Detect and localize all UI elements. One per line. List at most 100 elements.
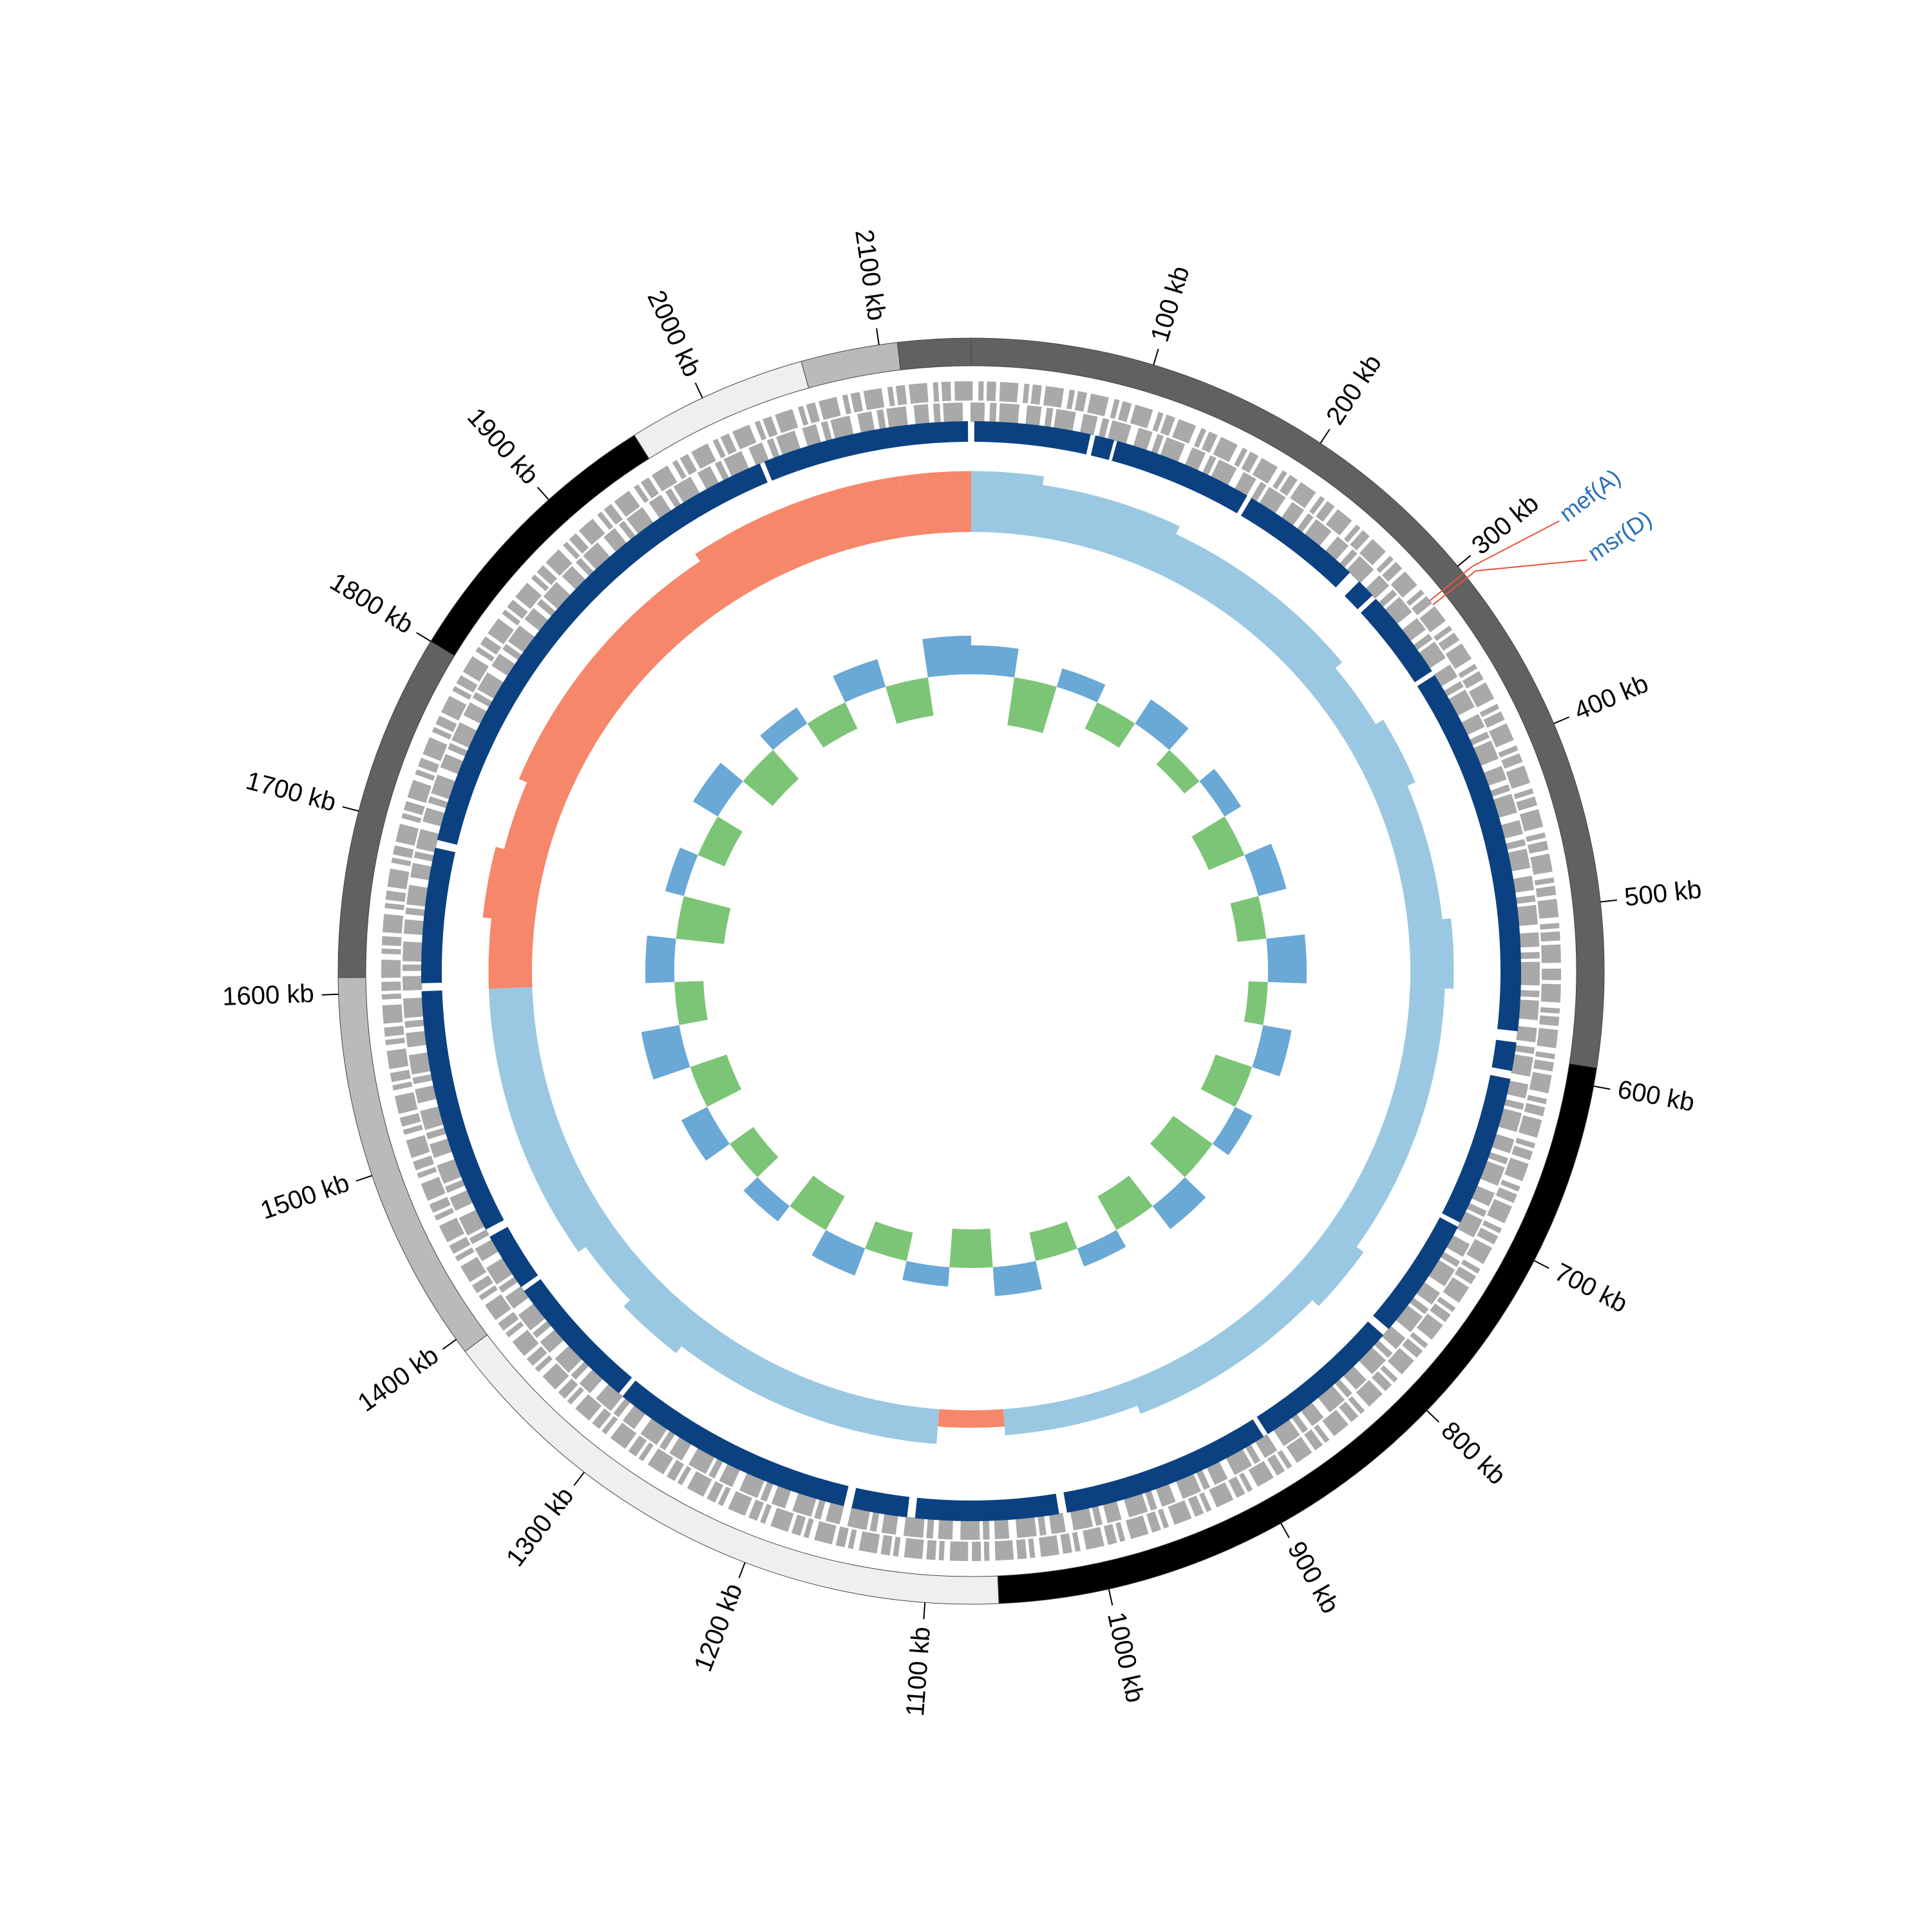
- skew-bar: [489, 987, 540, 1059]
- gc-bar: [1199, 768, 1242, 817]
- gc-bar: [1152, 1177, 1206, 1229]
- skew-bar: [1097, 500, 1180, 574]
- skew-bar: [1035, 485, 1113, 551]
- block-segment: [421, 990, 504, 1230]
- gc-bar: [1029, 1221, 1077, 1261]
- gc-bar: [886, 677, 934, 724]
- block-segment: [1417, 675, 1521, 1032]
- gc-bar: [865, 1221, 913, 1261]
- skew-bar: [938, 1409, 1005, 1428]
- block-segment: [489, 1227, 538, 1287]
- tick-label: 1500 kb: [257, 1169, 353, 1226]
- gc-bar: [1077, 1230, 1126, 1267]
- tick-label: 1800 kb: [325, 567, 418, 639]
- tick-mark: [1533, 1260, 1549, 1269]
- skew-bar: [1346, 719, 1416, 800]
- gc-bar: [645, 935, 676, 983]
- tick-label: 800 kb: [1435, 1416, 1511, 1490]
- tick-label: 2100 kb: [849, 227, 891, 322]
- skew-bar: [518, 715, 596, 800]
- skew-bar: [623, 1276, 703, 1354]
- skew-bar: [1361, 1113, 1420, 1188]
- skew-bar: [1387, 1050, 1437, 1124]
- block-segment: [1492, 1039, 1517, 1072]
- skew-bar: [1375, 786, 1430, 860]
- skew-bar: [488, 918, 535, 989]
- tick-label: 600 kb: [1615, 1075, 1696, 1117]
- skew-bar: [482, 847, 547, 923]
- tick-mark: [342, 806, 359, 812]
- gc-bar: [1135, 699, 1189, 750]
- tick-label: 1000 kb: [1102, 1609, 1150, 1705]
- skew-bar: [971, 471, 1045, 537]
- gc-bar: [676, 896, 731, 944]
- gc-bar: [697, 816, 743, 867]
- block-segment: [974, 421, 1091, 455]
- block-segment: [851, 1488, 910, 1518]
- tick-mark: [1457, 554, 1472, 567]
- gc-bar: [730, 1127, 779, 1177]
- tick-label: 1700 kb: [243, 766, 339, 817]
- gc-bar: [681, 1106, 730, 1161]
- skew-bar: [1213, 568, 1294, 645]
- tick-label: 2000 kb: [641, 286, 706, 381]
- gc-bar: [1007, 677, 1057, 734]
- skew-bar: [1264, 611, 1343, 690]
- tick-label: 1900 kb: [462, 402, 544, 489]
- tick-mark: [573, 1472, 585, 1486]
- gc-bar: [1200, 1054, 1253, 1107]
- skew-bar: [802, 1381, 876, 1434]
- gc-bar: [641, 1025, 690, 1080]
- gc-bar: [807, 702, 858, 748]
- gc-bar: [674, 981, 708, 1025]
- skew-bar: [593, 605, 678, 690]
- gc-bar: [693, 762, 743, 817]
- cds-reverse-track: [402, 402, 1540, 1540]
- tick-mark: [923, 1602, 926, 1620]
- gc-bar: [833, 659, 886, 703]
- skew-bar: [514, 1113, 581, 1192]
- tick-mark: [536, 486, 549, 500]
- gc-bar: [1252, 1025, 1292, 1077]
- block-segment: [1373, 1217, 1459, 1329]
- tick-mark: [1600, 899, 1618, 903]
- gc-bar: [811, 1230, 866, 1276]
- skew-bar: [759, 492, 845, 574]
- gc-bar: [665, 847, 698, 896]
- gc-bar: [1244, 844, 1287, 896]
- block-segment: [1442, 1075, 1511, 1223]
- tick-mark: [1280, 1522, 1290, 1539]
- block-segment: [1240, 498, 1350, 588]
- tick-mark: [876, 328, 880, 345]
- feature-line: [1432, 559, 1587, 606]
- gc-bar: [1084, 702, 1135, 748]
- skew-bar: [643, 561, 729, 645]
- block-segment: [914, 1493, 1059, 1521]
- tick-mark: [1320, 428, 1331, 444]
- tick-mark: [355, 1175, 372, 1182]
- skew-bar: [1186, 1318, 1261, 1385]
- block-segment: [1360, 598, 1432, 683]
- tick-mark: [321, 993, 339, 996]
- tick-mark: [1593, 1085, 1611, 1090]
- skew-bar: [1287, 1226, 1364, 1307]
- skew-bar: [739, 1354, 815, 1414]
- skew-bar: [681, 1318, 757, 1385]
- block-segment: [1063, 1419, 1264, 1513]
- tick-label: 900 kb: [1282, 1537, 1345, 1618]
- skew-bar: [695, 518, 785, 605]
- skew-bar: [1396, 851, 1443, 923]
- tick-label: 1200 kb: [689, 1580, 748, 1676]
- block-segment: [764, 421, 969, 481]
- gc-bar: [1244, 981, 1268, 1025]
- gc-bar: [790, 1175, 845, 1231]
- contig-segment: [800, 342, 901, 389]
- gc-bar: [922, 636, 971, 677]
- gc-bar: [1097, 1175, 1153, 1231]
- skew-bar: [496, 1050, 556, 1127]
- gc-bar: [1156, 750, 1200, 794]
- tick-label: 1400 kb: [353, 1341, 444, 1417]
- skew-bar: [1403, 987, 1445, 1057]
